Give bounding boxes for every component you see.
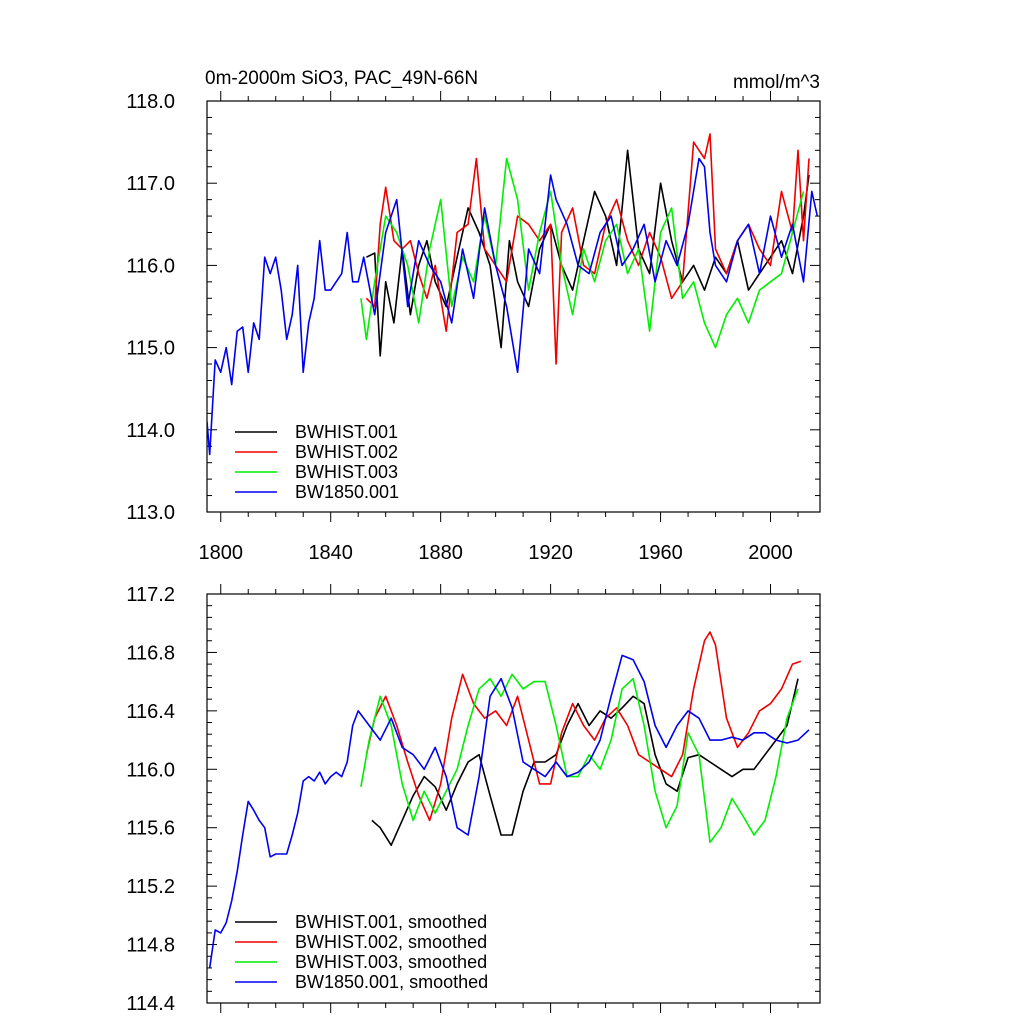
units-label: mmol/m^3 — [733, 72, 820, 93]
x-tick-label: 1920 — [528, 542, 573, 564]
bottom-panel: 114.4 114.8 115.2 115.6 116.0 116.4 116.8 117.2… — [126, 584, 821, 1015]
x-tick-label: 2000 — [748, 542, 793, 564]
plot-frame — [206, 100, 821, 513]
legend-label: BWHIST.003, smoothed — [295, 952, 487, 972]
legend-label: BWHIST.002 — [295, 442, 398, 462]
y-tick-label: 116.4 — [126, 701, 175, 723]
y-tick-label: 116.0 — [126, 759, 175, 781]
y-tick-label: 117.0 — [126, 173, 175, 195]
y-tick-label: 116.8 — [126, 642, 175, 664]
series-line-bwhist-002 — [365, 631, 802, 822]
x-tick-label: 1960 — [638, 542, 683, 564]
series-line-bwhist-001 — [366, 149, 810, 357]
x-tick-label: 1840 — [308, 542, 353, 564]
y-tick-label: 113.0 — [126, 502, 175, 524]
chart-title: 0m-2000m SiO3, PAC_49N-66N — [205, 68, 478, 89]
y-tick-label: 114.0 — [126, 420, 175, 442]
legend-label: BWHIST.001, smoothed — [295, 912, 487, 932]
y-tick-label: 114.8 — [126, 935, 175, 957]
series-line-bw1850-001 — [208, 654, 810, 969]
y-tick-label: 114.4 — [126, 993, 175, 1015]
top-panel: 1800 1840 1880 1920 1960 2000 113.0 114.0 115.0 1… — [126, 91, 821, 564]
legend-label: BWHIST.001 — [295, 422, 398, 442]
series-line-bwhist-003 — [360, 157, 805, 349]
series-line-bw1850-001 — [207, 157, 819, 456]
legend-label: BW1850.001, smoothed — [295, 972, 488, 992]
legend-label: BWHIST.003 — [295, 462, 398, 482]
y-tick-label: 117.2 — [126, 584, 175, 606]
y-tick-label: 118.0 — [126, 91, 175, 113]
series-line-bwhist-001 — [371, 678, 799, 847]
plot-frame — [206, 593, 821, 1004]
y-tick-label: 116.0 — [126, 255, 175, 277]
x-tick-label: 1880 — [418, 542, 463, 564]
legend-label: BWHIST.002, smoothed — [295, 932, 487, 952]
y-tick-label: 115.2 — [126, 876, 175, 898]
x-tick-label: 1800 — [198, 542, 243, 564]
series-line-bwhist-002 — [365, 133, 810, 365]
y-tick-label: 115.6 — [126, 818, 175, 840]
series-line-bwhist-003 — [360, 673, 799, 844]
legend-label: BW1850.001 — [295, 482, 399, 502]
y-tick-label: 115.0 — [126, 338, 175, 360]
